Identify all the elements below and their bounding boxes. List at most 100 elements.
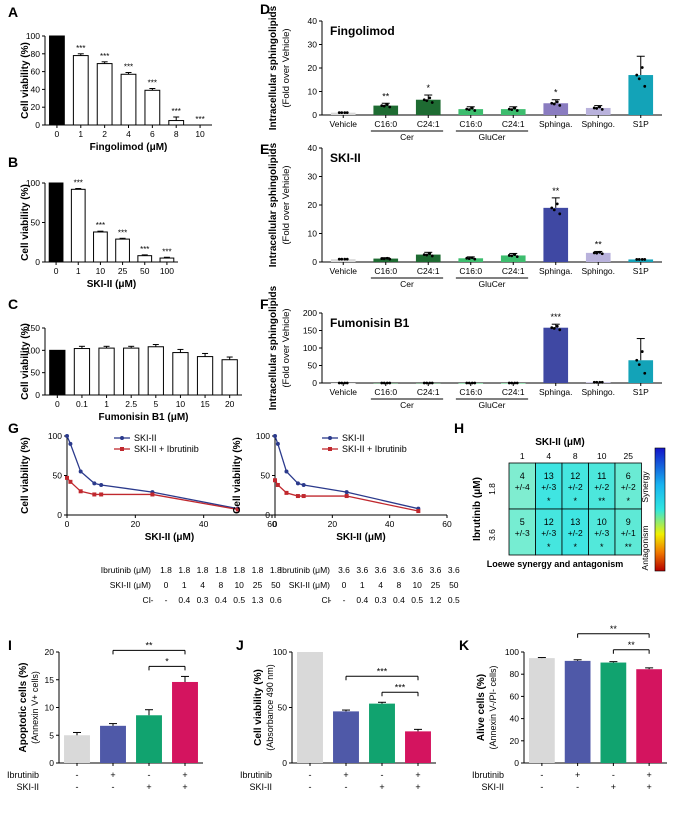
panel-E-x-tick-label: Sphingo. [581,266,615,276]
panel-G2-data-point [344,494,349,499]
panel-F-data-point [507,381,511,385]
panel-D-y-label-2: (Fold over Vehicle) [281,28,292,107]
panel-E-x-tick-label: C16:0 [374,266,397,276]
panel-H-cell-error: +/-3 [541,528,556,538]
panel-I-bar [64,735,90,763]
panel-B-x-tick-label: 100 [160,266,174,276]
panel-B-x-tick-label: 10 [96,266,106,276]
panel-B-y-tick-label: 0 [35,257,40,267]
panel-C-y-tick-label: 150 [26,323,40,333]
panel-G2-table-row-label: Ibrutinib (μM) [280,565,330,575]
panel-G1-table-cell: 4 [200,580,205,590]
panel-I-y-tick-label: 0 [49,758,54,768]
panel-D-x-tick-label: Sphinga. [539,119,573,129]
panel-K-condition-skiii: + [611,782,616,792]
panel-K-condition-skiii: - [576,782,579,792]
panel-F-data-point [600,380,604,384]
panel-F-data-point [380,381,384,385]
panel-F-data-point [465,381,469,385]
panel-E-data-point [425,253,429,257]
panel-H-column-label: 8 [573,451,578,461]
panel-F-y-label-2: (Fold over Vehicle) [281,308,292,387]
panel-I-condition-ibrutinib: + [182,770,187,780]
panel-I-bar [172,681,198,763]
panel-E-x-tick-label: C24:1 [417,266,440,276]
panel-F-data-point [422,381,426,385]
panel-G2-x-label: SKI-II (μM) [336,532,385,543]
panel-E-data-point [470,256,474,260]
panel-B-significance: *** [140,245,149,254]
panel-G2-table-cell: 50 [449,580,459,590]
panel-B-x-tick-label: 25 [118,266,128,276]
panel-G1-legend-label: SKI-II [134,433,157,443]
panel-D-data-point [635,73,639,77]
panel-C-bar [147,346,164,396]
panel-B-x-tick-label: 50 [140,266,150,276]
panel-F-data-point [340,381,344,385]
panel-A-x-tick-label: 10 [195,129,205,139]
panel-A-bar [168,120,185,126]
panel-G2-legend-label: SKI-II [342,433,365,443]
panel-E-title: SKI-II [330,151,361,165]
panel-F-y-tick-label: 100 [303,343,317,353]
panel-B-x-tick-label: 1 [76,266,81,276]
panel-A-x-label: Fingolimod (μM) [90,142,168,153]
panel-F-data-point [555,324,559,328]
panel-F-x-tick-label: Sphingo. [581,387,615,397]
panel-H-row-label: 3.6 [487,529,497,541]
panel-F-group-label: GluCer [479,400,506,410]
panel-E-data-point [558,212,562,216]
panel-C-x-tick-label: 5 [153,399,158,409]
panel-G2-y-label: Cell viability (%) [232,437,243,514]
panel-F-data-point [515,381,519,385]
panel-F-data-point [550,326,554,330]
panel-D-data-point [558,103,562,107]
panel-B-significance: *** [96,221,105,230]
panel-D-data-point [473,109,477,112]
panel-letter-A: A [8,4,18,20]
panel-A-x-tick-label: 4 [126,129,131,139]
panel-D-x-tick-label: S1P [633,119,649,129]
panel-C-y-label: Cell viability (%) [20,323,31,400]
panel-B-bar [115,238,130,263]
panel-E-data-point [550,206,554,210]
panel-E-data-point [467,257,471,260]
panel-K-bar [600,662,627,763]
panel-F-data-point [425,381,429,385]
panel-A-significance: *** [124,62,133,71]
panel-A-y-label: Cell viability (%) [20,42,31,119]
panel-F-data-point [337,381,341,385]
panel-E-y-tick-label: 30 [308,172,318,182]
panel-E-y-label-2: (Fold over Vehicle) [281,165,292,244]
panel-B-bar [93,231,108,263]
panel-G1-legend-marker [120,436,124,440]
panel-G2-table-cell: 1.2 [430,595,442,605]
panel-G1-data-point [68,441,73,446]
panel-E-group-label: GluCer [479,279,506,289]
panel-K-bar [564,660,591,763]
panel-E-x-tick-label: S1P [633,266,649,276]
panel-D-x-tick-label: C24:1 [417,119,440,129]
panel-G2-table-cell: - [329,595,332,605]
panel-D-data-point [343,111,347,115]
panel-G1-x-tick-label: 60 [267,519,277,529]
panel-I-condition-skiii: + [182,782,187,792]
panel-K-y-tick-label: 60 [510,691,520,701]
panel-G1-data-point [92,481,97,486]
panel-C-x-tick-label: 20 [225,399,235,409]
panel-H-cell-value: 13 [544,471,554,481]
panel-I-y-label-2: (Annexin V+ cells) [30,671,40,744]
panel-E-bar [543,207,569,262]
panel-letter-F: F [260,296,269,312]
panel-H-row-axis-label: Ibrutinib (μM) [472,477,483,541]
panel-E-data-point [510,254,514,258]
panel-E-data-point [640,258,644,261]
panel-G2-table-row-label: CI [322,595,331,605]
panel-K-row-label-skiii: SKI-II [481,782,504,792]
panel-J-bar [405,731,431,763]
panel-J-row-label-skiii: SKI-II [249,782,272,792]
panel-E-data-point [635,258,639,261]
panel-D-data-point [643,84,647,88]
panel-B-x-label: SKI-II (μM) [87,279,136,290]
panel-B-y-tick-label: 50 [31,218,41,228]
